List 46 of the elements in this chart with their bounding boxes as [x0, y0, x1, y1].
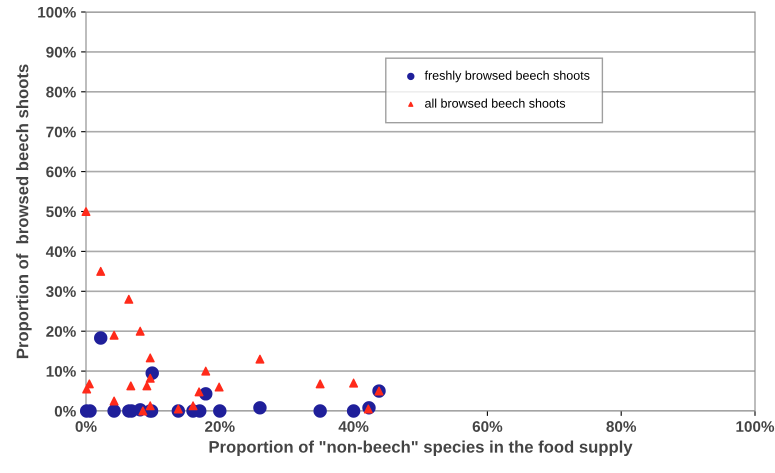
point	[107, 404, 121, 418]
y-tick-label: 10%	[46, 366, 76, 377]
point	[84, 379, 94, 388]
point	[94, 331, 108, 345]
point	[110, 330, 119, 340]
point	[136, 326, 145, 336]
point	[146, 353, 155, 362]
point	[142, 381, 152, 390]
point	[214, 382, 224, 392]
y-tick-label: 70%	[46, 126, 76, 138]
point	[146, 374, 155, 383]
point	[110, 396, 119, 406]
x-tick-label: 80%	[606, 421, 636, 432]
point	[316, 379, 325, 388]
point	[194, 387, 204, 396]
point	[313, 404, 327, 418]
x-tick-label: 60%	[472, 421, 502, 432]
point	[124, 294, 134, 304]
y-tick-label: 100%	[38, 6, 76, 18]
point	[253, 401, 267, 415]
y-tick-label: 30%	[46, 286, 76, 298]
x-tick-label: 40%	[338, 421, 368, 432]
x-tick-label: 20%	[205, 421, 235, 432]
point	[349, 378, 358, 388]
point	[213, 404, 227, 418]
x-tick-label: 0%	[76, 421, 97, 432]
point	[96, 266, 106, 276]
point	[82, 207, 90, 216]
x-axis-title: Proportion of "non-beech" species in the food supply	[210, 440, 633, 456]
y-axis-title: Proportion of browsed beech shoots	[16, 64, 32, 358]
y-tick-label: 90%	[46, 46, 76, 58]
point	[126, 381, 136, 390]
x-tick-label: 100%	[736, 421, 774, 432]
y-tick-label: 50%	[46, 206, 76, 218]
point	[146, 401, 155, 410]
point	[255, 354, 264, 364]
y-tick-label: 0%	[54, 406, 76, 417]
y-tick-label: 80%	[46, 86, 76, 98]
point	[201, 366, 210, 376]
point	[188, 401, 198, 410]
point	[346, 404, 360, 418]
y-tick-label: 20%	[46, 326, 76, 337]
legend-label: freshly browsed beech shoots	[424, 70, 590, 82]
y-tick-label: 60%	[46, 166, 76, 178]
legend-label: all browsed beech shoots	[425, 98, 566, 108]
y-tick-label: 40%	[46, 246, 76, 258]
